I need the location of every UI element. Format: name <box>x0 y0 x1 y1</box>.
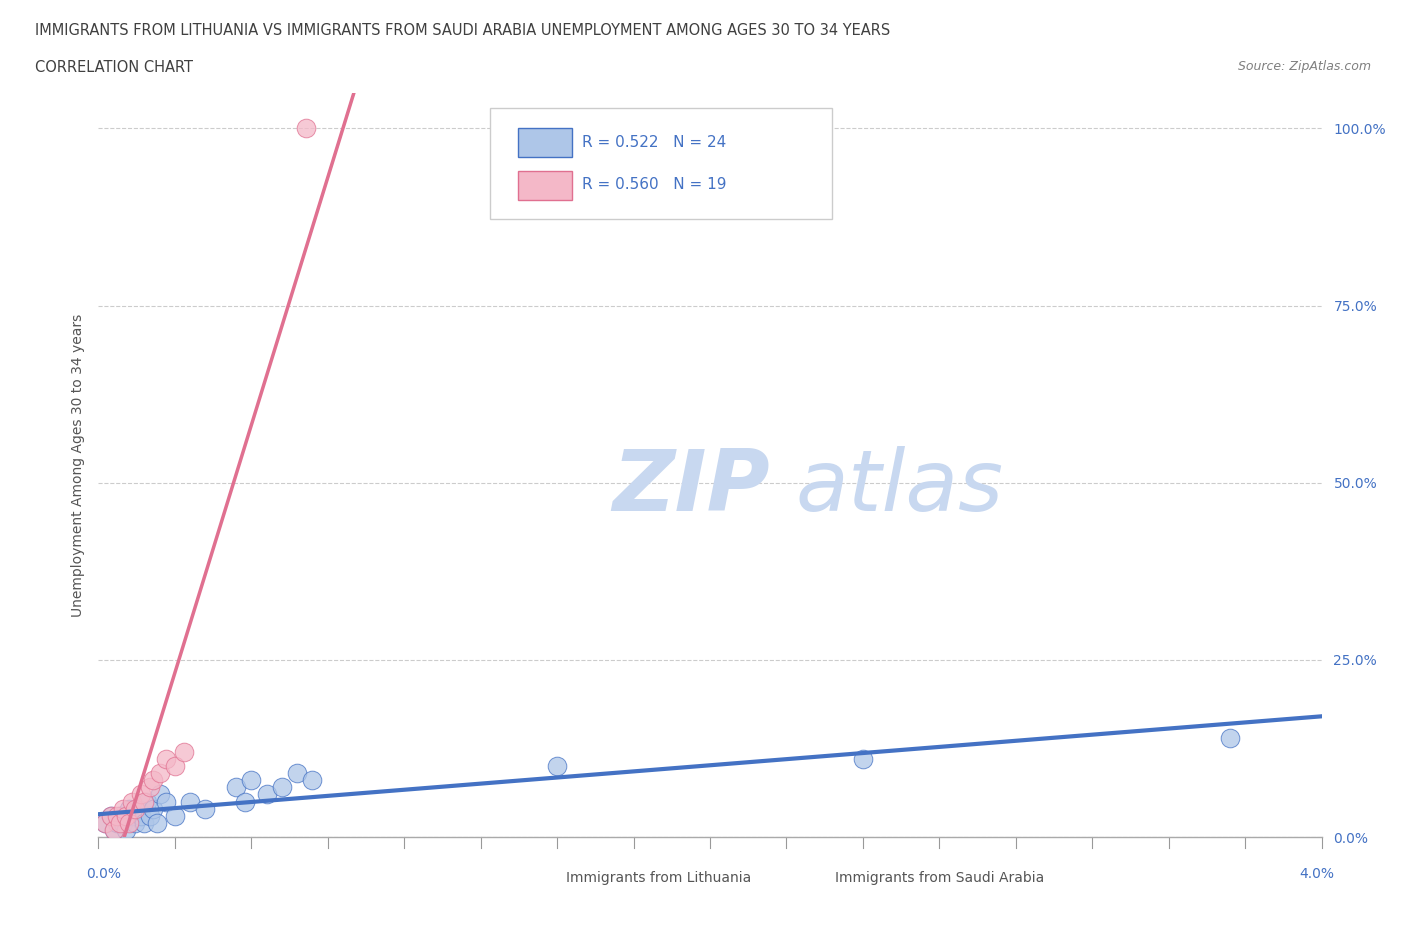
FancyBboxPatch shape <box>489 108 832 219</box>
Point <box>121 794 143 809</box>
Text: Source: ZipAtlas.com: Source: ZipAtlas.com <box>1237 60 1371 73</box>
Y-axis label: Unemployment Among Ages 30 to 34 years: Unemployment Among Ages 30 to 34 years <box>70 313 84 617</box>
Point <box>285 765 308 780</box>
Point <box>103 822 125 837</box>
Point <box>149 787 172 802</box>
Point <box>179 794 201 809</box>
Point <box>256 787 278 802</box>
Point <box>105 808 128 823</box>
Point <box>115 822 138 837</box>
FancyBboxPatch shape <box>800 867 831 888</box>
Text: CORRELATION CHART: CORRELATION CHART <box>35 60 193 75</box>
Text: atlas: atlas <box>796 445 1004 529</box>
Point <box>100 808 122 823</box>
Point <box>111 816 134 830</box>
Point <box>155 794 177 809</box>
Point <box>127 802 149 817</box>
Point <box>134 794 156 809</box>
Point <box>173 745 195 760</box>
FancyBboxPatch shape <box>517 171 572 200</box>
Point <box>108 816 131 830</box>
Point <box>163 808 186 823</box>
Text: R = 0.560   N = 19: R = 0.560 N = 19 <box>582 178 725 193</box>
Point <box>142 802 165 817</box>
Point <box>149 765 172 780</box>
Point <box>115 808 138 823</box>
Point <box>93 816 115 830</box>
Point <box>93 816 115 830</box>
Point <box>108 808 131 823</box>
Point <box>139 780 162 795</box>
Point <box>129 787 152 802</box>
Point <box>1219 730 1241 745</box>
Point <box>240 773 263 788</box>
Text: ZIP: ZIP <box>612 445 770 529</box>
Point <box>852 751 875 766</box>
Point <box>163 759 186 774</box>
Text: R = 0.522   N = 24: R = 0.522 N = 24 <box>582 135 725 150</box>
Point <box>136 794 159 809</box>
Text: 0.0%: 0.0% <box>86 867 121 881</box>
Point <box>105 816 128 830</box>
Point <box>139 808 162 823</box>
Point <box>194 802 217 817</box>
Point <box>301 773 323 788</box>
Point <box>142 773 165 788</box>
Point <box>118 802 141 817</box>
FancyBboxPatch shape <box>530 867 562 888</box>
FancyBboxPatch shape <box>517 128 572 157</box>
Point <box>129 808 152 823</box>
Point <box>233 794 256 809</box>
Point <box>546 759 568 774</box>
Point <box>155 751 177 766</box>
Point <box>103 822 125 837</box>
Point <box>134 816 156 830</box>
Point <box>118 816 141 830</box>
Point <box>145 816 167 830</box>
Point <box>225 780 247 795</box>
Point <box>121 808 143 823</box>
Text: Immigrants from Lithuania: Immigrants from Lithuania <box>565 870 751 885</box>
Text: IMMIGRANTS FROM LITHUANIA VS IMMIGRANTS FROM SAUDI ARABIA UNEMPLOYMENT AMONG AGE: IMMIGRANTS FROM LITHUANIA VS IMMIGRANTS … <box>35 23 890 38</box>
Point <box>295 121 318 136</box>
Point <box>124 802 146 817</box>
Text: Immigrants from Saudi Arabia: Immigrants from Saudi Arabia <box>835 870 1045 885</box>
Point <box>270 780 294 795</box>
Text: 4.0%: 4.0% <box>1299 867 1334 881</box>
Point <box>100 808 122 823</box>
Point <box>124 816 146 830</box>
Point <box>111 802 134 817</box>
